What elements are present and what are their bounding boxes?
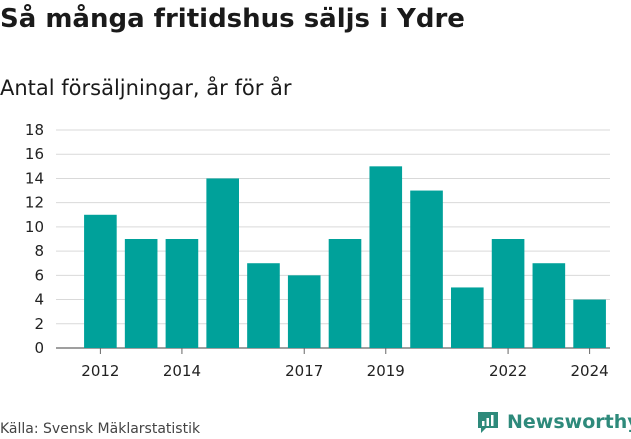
y-tick-label: 10 [25,218,44,236]
bar-2017[interactable] [287,275,321,348]
y-tick-label: 8 [34,242,44,260]
chart-subtitle: Antal försäljningar, år för år [0,76,292,100]
y-tick-label: 0 [34,339,44,357]
x-tick-label: 2022 [489,362,527,380]
y-tick-label: 18 [25,121,44,139]
y-tick-label: 6 [34,266,44,284]
bar-2014[interactable] [165,239,199,348]
bar-2021[interactable] [451,287,484,348]
bar-chart: 0 2 4 6 8 10 12 14 16 18 2012 2014 2017 2019 2022 2024 [25,121,610,380]
x-tick-label: 2012 [81,362,119,380]
x-tick-label: 2019 [367,362,405,380]
bar-2015[interactable] [206,178,239,348]
x-tick-label: 2024 [571,362,609,380]
y-tick-label: 14 [25,169,44,187]
x-axis-ticks: 2012 2014 2017 2019 2022 2024 [81,348,609,380]
bar-2020[interactable] [410,190,443,348]
bar-2023[interactable] [532,263,566,348]
x-tick-label: 2014 [163,362,201,380]
y-axis-ticks: 0 2 4 6 8 10 12 14 16 18 [25,121,44,357]
bar-2012[interactable] [84,214,117,348]
bars [84,166,606,348]
bar-2013[interactable] [124,239,158,348]
chart-title: Så många fritidshus säljs i Ydre [0,4,465,34]
y-tick-label: 4 [34,291,44,309]
bar-2019[interactable] [369,166,403,348]
bar-2024[interactable] [573,299,606,348]
newsworthy-logo-icon [478,412,498,433]
newsworthy-logo[interactable]: Newsworthy [475,409,631,435]
logo-text: Newsworthy [507,411,631,433]
bar-2018[interactable] [328,239,362,348]
bar-2016[interactable] [247,263,280,348]
source-note: Källa: Svensk Mäklarstatistik [0,421,201,437]
x-tick-label: 2017 [285,362,323,380]
bar-2022[interactable] [491,239,525,348]
y-tick-label: 16 [25,145,44,163]
y-tick-label: 12 [25,194,44,212]
y-tick-label: 2 [34,315,44,333]
